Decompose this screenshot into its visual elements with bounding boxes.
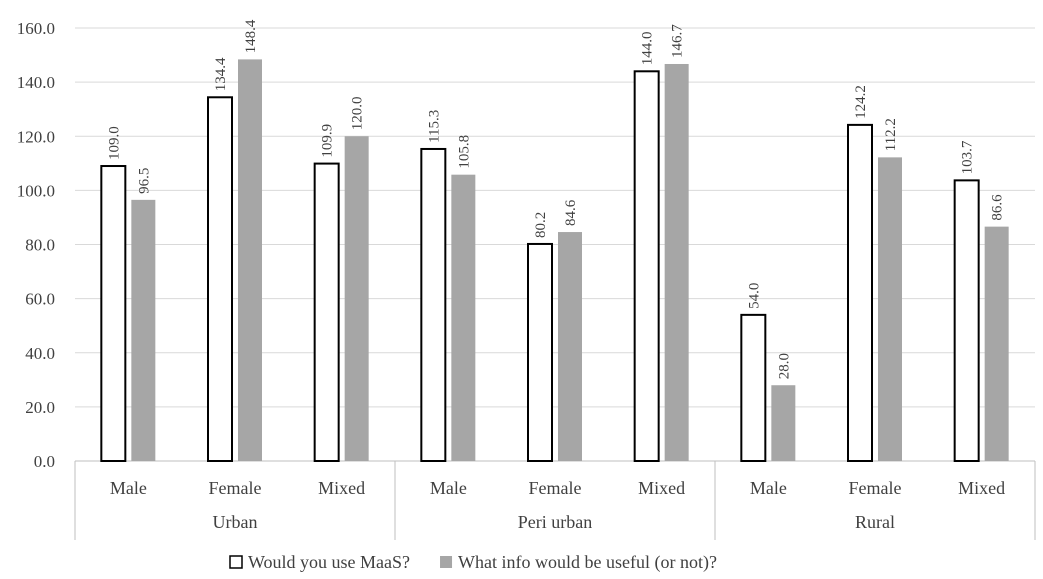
bar-would-use-maas [633,70,660,463]
bar-would-use-maas [953,179,980,462]
bars [100,59,1009,463]
y-tick-label: 100.0 [17,181,55,200]
legend-swatch-would-use-maas [229,555,243,569]
data-label: 80.2 [533,212,549,238]
legend-label-would-use-maas: Would you use MaaS? [248,552,410,572]
x-category-label: Female [209,478,262,498]
bar-info-useful [451,174,476,461]
data-label: 28.0 [776,353,792,379]
axes: 0.0 20.0 40.0 60.0 80.0 100.0 120.0 140.0 160.0 M… [17,19,1036,540]
bar-info-useful [878,157,902,461]
bar-would-use-maas [313,162,340,462]
data-label: 109.0 [106,126,122,160]
data-label: 115.3 [426,110,442,143]
y-tick-label: 0.0 [34,452,55,471]
data-label: 86.6 [990,194,1006,221]
legend-swatch-info-useful [440,556,453,568]
data-label: 112.2 [883,118,899,151]
data-label: 109.9 [320,124,336,158]
y-tick-label: 60.0 [25,290,55,309]
x-group-label: Urban [213,512,258,532]
bar-would-use-maas [527,242,553,462]
data-label: 84.6 [563,199,579,226]
bar-would-use-maas [207,96,233,462]
data-label: 124.2 [853,85,869,119]
data-label: 144.0 [640,32,656,66]
bar-would-use-maas [740,313,767,462]
bar-info-useful [771,385,796,461]
bar-info-useful [664,63,689,461]
data-label: 103.7 [960,140,976,174]
y-tick-label: 160.0 [17,19,55,38]
x-group-label: Rural [855,512,895,532]
legend: Would you use MaaS? What info would be us… [229,552,717,573]
x-category-label: Mixed [958,478,1005,498]
x-category-label: Mixed [318,478,365,498]
bar-info-useful [238,59,262,462]
x-category-label: Female [529,478,582,498]
data-label: 146.7 [670,24,686,58]
bar-would-use-maas [847,123,873,462]
bar-info-useful [344,136,369,461]
bar-info-useful [558,232,582,461]
data-labels: 109.0 134.4 109.9 115.3 80.2 144.0 54.0 124.2 10… [106,19,1005,379]
data-label: 105.8 [456,135,472,169]
y-tick-label: 40.0 [25,344,55,363]
y-tick-label: 80.0 [25,236,55,255]
bar-would-use-maas [100,165,127,463]
bar-info-useful [984,226,1009,461]
bar-info-useful [131,199,156,462]
data-label: 148.4 [243,19,259,53]
data-label: 120.0 [350,97,366,131]
x-category-label: Female [849,478,902,498]
x-category-label: Male [430,478,467,498]
y-tick-label: 140.0 [17,73,55,92]
data-label: 96.5 [136,168,152,194]
x-category-label: Male [110,478,147,498]
data-label: 134.4 [213,57,229,91]
y-tick-label: 120.0 [17,127,55,146]
bar-would-use-maas [420,147,447,463]
gridlines [75,27,1035,408]
x-category-label: Mixed [638,478,685,498]
data-label: 54.0 [746,283,762,309]
y-tick-label: 20.0 [25,398,55,417]
legend-label-info-useful: What info would be useful (or not)? [458,552,717,573]
x-group-label: Peri urban [518,512,592,532]
x-category-label: Male [750,478,787,498]
